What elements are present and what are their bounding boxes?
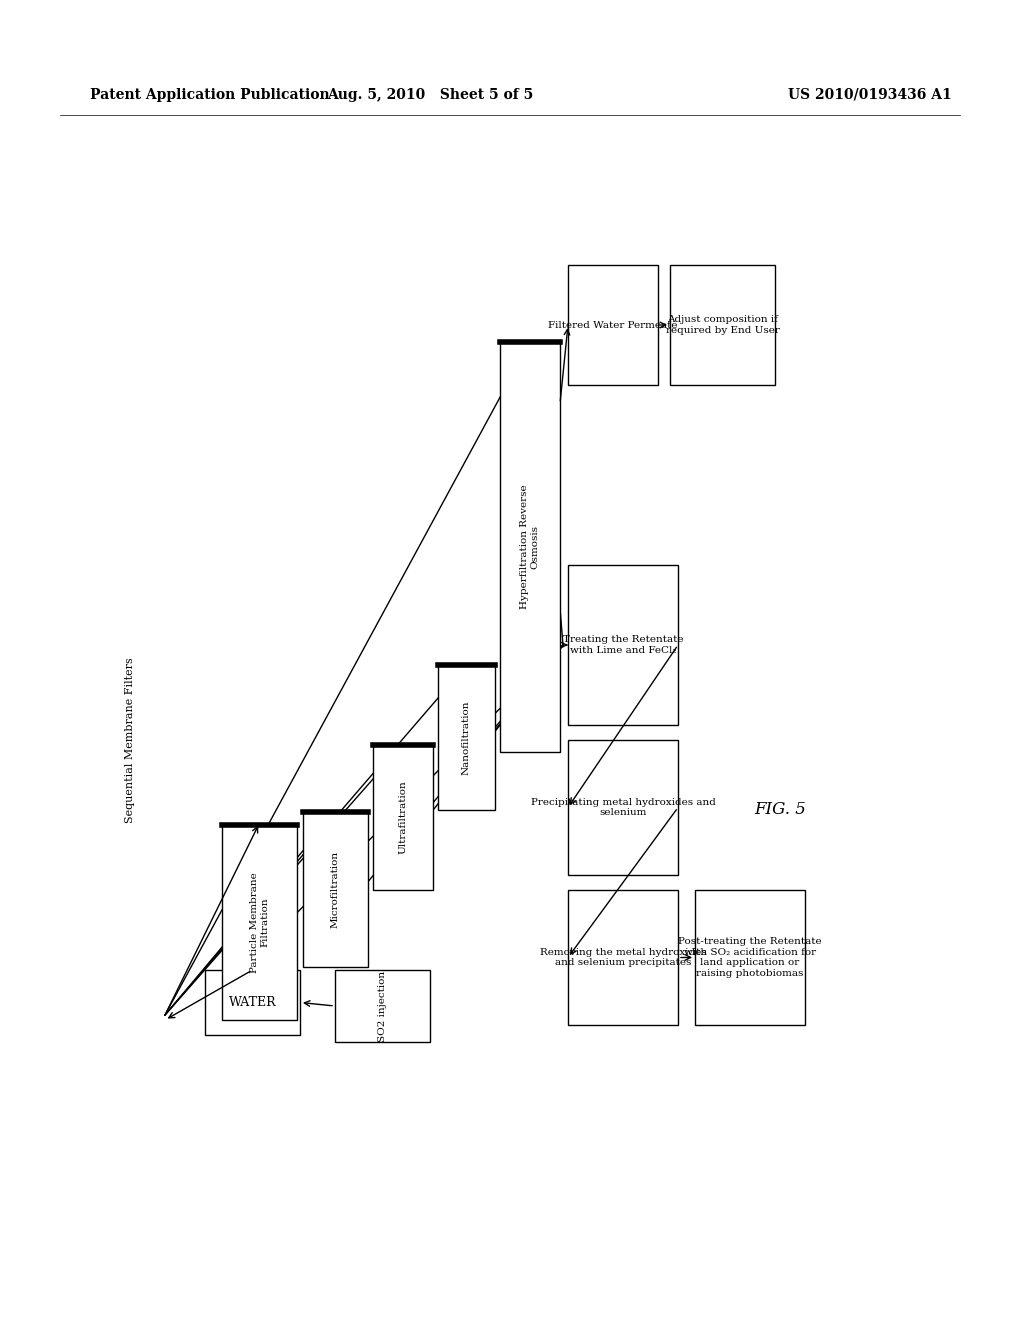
Text: FIG. 5: FIG. 5 [754,801,806,818]
Bar [568,565,678,725]
Bar [373,744,433,890]
Bar [568,265,658,385]
Text: Precipitating metal hydroxides and
selenium: Precipitating metal hydroxides and selen… [530,797,716,817]
Text: Adjust composition if
required by End User: Adjust composition if required by End Us… [666,315,779,335]
Bar [205,970,300,1035]
Text: Removing the metal hydroxides
and selenium precipitates: Removing the metal hydroxides and seleni… [540,948,707,968]
Bar [335,970,430,1041]
Text: Microfiltration: Microfiltration [331,851,340,928]
Text: Aug. 5, 2010   Sheet 5 of 5: Aug. 5, 2010 Sheet 5 of 5 [327,88,534,102]
Text: US 2010/0193436 A1: US 2010/0193436 A1 [788,88,952,102]
Bar [568,741,678,875]
Text: Particle Membrane
Filtration: Particle Membrane Filtration [250,873,269,973]
Bar [670,265,775,385]
Text: Nanofiltration: Nanofiltration [462,700,471,775]
Bar [568,890,678,1026]
Bar [438,665,495,810]
Text: SO2 injection: SO2 injection [378,970,387,1041]
Bar [303,812,368,968]
Text: Patent Application Publication: Patent Application Publication [90,88,330,102]
Text: Post-treating the Retentate
with SO₂ acidification for
land application or
raisi: Post-treating the Retentate with SO₂ aci… [678,937,822,978]
Bar [500,342,560,752]
Text: Treating the Retentate
with Lime and FeCl₂: Treating the Retentate with Lime and FeC… [563,635,683,655]
Text: Ultrafiltration: Ultrafiltration [398,780,408,854]
Text: Hyperfiltration Reverse
Osmosis: Hyperfiltration Reverse Osmosis [520,484,540,610]
Bar [695,890,805,1026]
Text: Filtered Water Permeate: Filtered Water Permeate [548,321,678,330]
Bar [222,825,297,1020]
Text: Sequential Membrane Filters: Sequential Membrane Filters [125,657,135,822]
Text: WATER: WATER [228,997,276,1008]
